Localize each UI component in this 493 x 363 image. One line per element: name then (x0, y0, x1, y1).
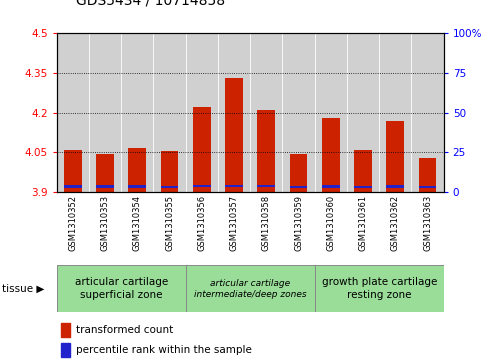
Bar (412, 33, 444, 192)
Bar (218, 33, 250, 192)
Bar (250, 33, 282, 192)
Text: tissue ▶: tissue ▶ (2, 284, 45, 294)
Bar (322, 118, 340, 192)
Bar (379, 33, 412, 192)
Bar (290, 154, 308, 192)
Bar (419, 186, 436, 188)
Text: GDS5434 / 10714858: GDS5434 / 10714858 (76, 0, 225, 7)
Bar (322, 185, 340, 188)
Bar (186, 33, 218, 192)
Bar (387, 185, 404, 188)
Bar (161, 186, 178, 188)
Text: transformed count: transformed count (76, 325, 174, 335)
Bar (193, 185, 211, 187)
Bar (96, 154, 114, 192)
Bar (153, 33, 186, 192)
Text: articular cartilage
superficial zone: articular cartilage superficial zone (74, 277, 168, 300)
Bar (61, 343, 70, 357)
Bar (57, 33, 89, 192)
Bar (193, 107, 211, 192)
Bar (257, 110, 275, 192)
Bar (129, 148, 146, 192)
Bar (61, 323, 70, 338)
Text: percentile rank within the sample: percentile rank within the sample (76, 345, 252, 355)
Bar (419, 158, 436, 192)
Text: growth plate cartilage
resting zone: growth plate cartilage resting zone (321, 277, 437, 300)
Bar (64, 150, 82, 192)
Bar (96, 185, 114, 188)
Bar (89, 33, 121, 192)
Bar (282, 33, 315, 192)
Bar (161, 151, 178, 192)
Text: articular cartilage
intermediate/deep zones: articular cartilage intermediate/deep zo… (194, 278, 307, 299)
Bar (225, 78, 243, 192)
Bar (257, 185, 275, 187)
Bar (347, 33, 379, 192)
Bar (57, 265, 186, 312)
Bar (225, 185, 243, 187)
Bar (315, 265, 444, 312)
Bar (387, 121, 404, 192)
Bar (64, 185, 82, 188)
Bar (315, 33, 347, 192)
Bar (129, 185, 146, 188)
Bar (121, 33, 153, 192)
Bar (354, 150, 372, 192)
Bar (290, 186, 308, 188)
Bar (354, 186, 372, 188)
Bar (186, 265, 315, 312)
